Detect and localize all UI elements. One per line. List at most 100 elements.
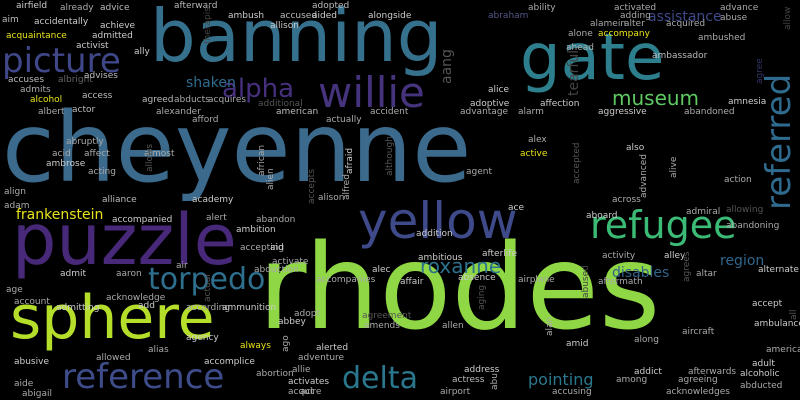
cloud-word: aging [477, 284, 487, 310]
cloud-word: gate [520, 21, 665, 95]
cloud-word: sphere [10, 283, 215, 353]
cloud-word: accepts [307, 169, 317, 204]
cloud-word: allowed [96, 353, 131, 363]
cloud-word: additional [258, 99, 303, 109]
cloud-word: aaron [116, 269, 142, 279]
cloud-word: admitting [56, 303, 100, 313]
cloud-word: alfred [342, 174, 352, 200]
cloud-word: active [520, 149, 548, 159]
cloud-word: agrees [682, 251, 692, 283]
cloud-word: across [612, 195, 641, 205]
cloud-word: agree [755, 58, 765, 84]
cloud-word: activate [272, 257, 309, 267]
cloud-word: actor [72, 105, 96, 115]
cloud-word: picture [2, 41, 121, 81]
cloud-word: activates [288, 377, 330, 387]
cloud-word: america [766, 345, 800, 355]
cloud-word: acquire [288, 387, 322, 397]
cloud-word: ammunition [222, 303, 277, 313]
cloud-word: region [720, 253, 765, 269]
cloud-word: frankenstein [16, 207, 104, 223]
cloud-word: museum [612, 86, 700, 110]
cloud-word: actress [452, 375, 485, 385]
cloud-word: affair [400, 277, 424, 287]
cloud-word: activist [76, 41, 109, 51]
cloud-word: ability [528, 3, 556, 13]
cloud-word: along [634, 335, 659, 345]
cloud-word: admit [60, 269, 87, 279]
cloud-word: acquired [666, 19, 706, 29]
cloud-word: rhodes [258, 218, 661, 356]
cloud-word: aid [270, 243, 284, 253]
cloud-word: ally [134, 47, 150, 57]
cloud-word: allowing [726, 205, 764, 215]
cloud-word: advantage [460, 107, 509, 117]
cloud-word: accepted [572, 142, 582, 184]
cloud-word: achieve [100, 21, 136, 31]
cloud-word: admiral [686, 207, 721, 217]
cloud-word: amid [566, 339, 589, 349]
cloud-word: adventure [298, 353, 345, 363]
cloud-word: alley [664, 251, 686, 261]
cloud-word: accused [280, 11, 318, 21]
cloud-word: abu [490, 373, 500, 390]
cloud-word: access [82, 91, 113, 101]
cloud-word: although [385, 136, 395, 176]
cloud-word: accusing [552, 387, 592, 397]
cloud-word: acknowledges [666, 387, 730, 397]
cloud-word: acquires [208, 95, 247, 105]
cloud-word: afford [192, 115, 219, 125]
cloud-word: adam [4, 201, 30, 211]
cloud-word: alerted [316, 343, 349, 353]
cloud-word: accept [752, 299, 783, 309]
cloud-word: agency [186, 333, 219, 343]
cloud-word: abusive [14, 357, 49, 367]
cloud-word: abandoned [684, 107, 735, 117]
cloud-word: air [176, 261, 188, 271]
cloud-word: aggressive [598, 107, 647, 117]
cloud-word: pointing [528, 370, 594, 389]
cloud-word: puzzle [12, 199, 237, 281]
cloud-word: abandon [256, 215, 296, 225]
cloud-word: alice [488, 85, 510, 95]
cloud-word: abduction [254, 265, 299, 275]
cloud-word: activated [614, 3, 657, 13]
cloud-word: accuses [8, 75, 45, 85]
cloud-word: allie [292, 365, 311, 375]
cloud-word: allison [270, 21, 299, 31]
cloud-word: alpha [222, 74, 295, 104]
cloud-word: according [186, 303, 231, 313]
cloud-word: aboard [586, 211, 618, 221]
cloud-word: airport [440, 387, 471, 397]
cloud-word: act [300, 387, 314, 397]
cloud-word: age [6, 285, 23, 295]
cloud-word: american [276, 107, 319, 117]
cloud-word: ambition [236, 225, 276, 235]
cloud-word: referred [759, 73, 799, 210]
cloud-word: alongside [368, 11, 412, 21]
cloud-word: acquaintance [6, 31, 67, 41]
cloud-word: ambitious [418, 253, 463, 263]
cloud-word: alamein [590, 19, 627, 29]
cloud-word: accomplice [204, 357, 255, 367]
cloud-word: amends [364, 321, 400, 331]
cloud-word: advanced [639, 154, 649, 198]
cloud-word: banning [150, 0, 443, 78]
cloud-word: affect [84, 149, 110, 159]
cloud-word: abigail [22, 389, 52, 399]
cloud-word: alien [266, 168, 276, 190]
cloud-word: adopt [294, 309, 320, 319]
cloud-word: adoptive [470, 99, 510, 109]
cloud-word: address [464, 365, 500, 375]
cloud-word: among [616, 375, 648, 385]
cloud-word: adding [620, 11, 651, 21]
cloud-word: alcohol [30, 95, 63, 105]
cloud-word: accident [370, 107, 409, 117]
cloud-word: agent [466, 167, 492, 177]
cloud-word: african [257, 144, 267, 176]
cloud-word: allow [783, 6, 793, 30]
cloud-word: agreeing [678, 375, 718, 385]
cloud-word: all [789, 309, 799, 320]
cloud-word: afraid [345, 147, 355, 174]
